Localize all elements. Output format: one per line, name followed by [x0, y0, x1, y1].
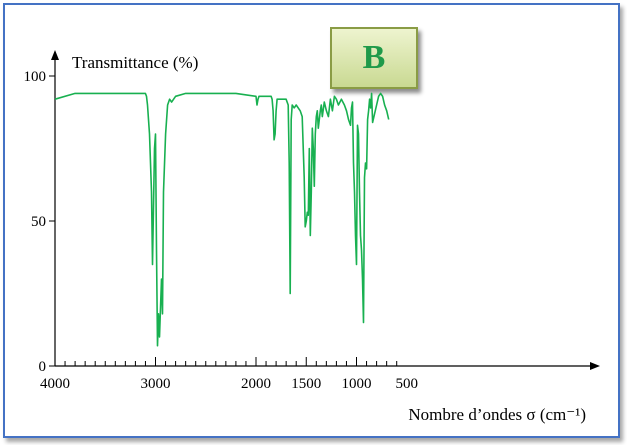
y-axis-label: Transmittance (%) — [72, 53, 198, 72]
y-tick-label: 0 — [39, 359, 47, 375]
axes — [51, 50, 600, 370]
y-ticks: 0 50 100 — [24, 69, 55, 375]
x-tick-label: 1500 — [291, 376, 321, 392]
y-tick-label: 100 — [24, 69, 47, 85]
x-tick-label: 3000 — [141, 376, 171, 392]
x-ticks: 4000 3000 2000 1500 1000 500 — [40, 357, 418, 392]
spectrum-label-badge: B — [330, 27, 418, 89]
x-tick-label: 1000 — [342, 376, 372, 392]
x-tick-label: 500 — [396, 376, 419, 392]
transmittance-line — [54, 92, 390, 347]
x-axis-label: Nombre d’ondes σ (cm⁻¹) — [408, 405, 586, 424]
x-tick-label: 4000 — [40, 376, 70, 392]
y-tick-label: 50 — [31, 214, 46, 230]
x-axis-arrow — [590, 362, 600, 370]
y-axis-arrow — [51, 50, 59, 60]
x-tick-label: 2000 — [241, 376, 271, 392]
